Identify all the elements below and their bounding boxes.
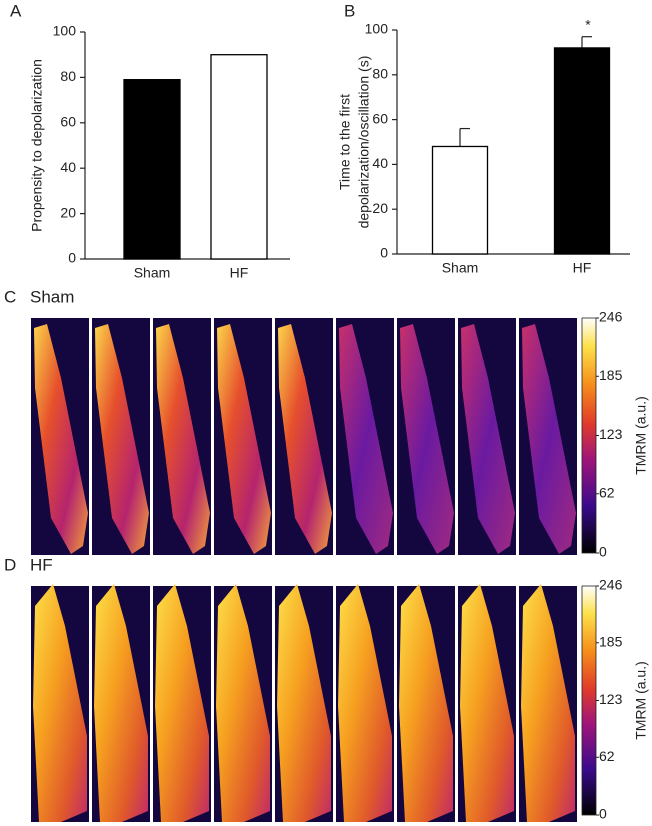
y-axis-label: depolarization/oscillation (s): [356, 56, 372, 229]
colorbar: [581, 317, 597, 554]
cell-image: [521, 584, 575, 822]
cell-image: [216, 584, 270, 822]
x-tick-label: HF: [230, 265, 249, 281]
cell-image: [94, 584, 148, 822]
y-tick-label: 100: [53, 23, 77, 39]
y-tick-label: 60: [60, 114, 76, 130]
colorbar-tick-label: 62: [599, 484, 615, 500]
panel-label: C: [4, 287, 16, 306]
y-tick-label: 0: [68, 250, 76, 266]
cell-image: [156, 324, 210, 554]
y-tick-label: 40: [372, 155, 388, 171]
cell-image: [217, 324, 271, 554]
cell-image: [339, 324, 393, 554]
image-frame: [214, 318, 272, 555]
cell-image: [33, 584, 87, 822]
panel-title: Sham: [30, 287, 74, 306]
y-tick-label: 100: [365, 21, 389, 37]
image-frame: [275, 584, 333, 822]
colorbar-tick-label: 246: [599, 577, 623, 593]
image-frame: [519, 318, 577, 555]
colorbar-tick-label: 0: [599, 544, 607, 560]
cell-image: [95, 324, 149, 554]
colorbar-tick-label: 123: [599, 691, 623, 707]
y-tick-label: 40: [60, 159, 76, 175]
colorbar-tick-label: 123: [599, 426, 623, 442]
bar: [123, 79, 181, 260]
panel-title: HF: [30, 555, 53, 574]
colorbar-tick-label: 185: [599, 367, 623, 383]
image-frame: [458, 318, 516, 555]
cell-image: [399, 584, 453, 822]
cell-image: [277, 584, 331, 822]
image-frame: [397, 584, 455, 822]
colorbar-tick-label: 246: [599, 309, 623, 325]
image-frame: [153, 584, 211, 822]
image-frame: [31, 584, 89, 822]
y-tick-label: 20: [372, 200, 388, 216]
colorbar-tick-label: 62: [599, 748, 615, 764]
cell-image: [278, 324, 332, 554]
cell-image: [155, 584, 209, 822]
bar: [210, 54, 268, 260]
panel-label: B: [344, 1, 355, 20]
panel-label: A: [10, 1, 22, 20]
y-tick-label: 80: [372, 66, 388, 82]
image-frame: [275, 318, 333, 555]
cell-image: [34, 324, 88, 554]
image-frame: [31, 318, 89, 555]
cell-image: [460, 584, 514, 822]
image-frame: [336, 584, 394, 822]
panel-label: D: [4, 555, 16, 574]
colorbar-tick-label: 185: [599, 633, 623, 649]
image-frame: [336, 318, 394, 555]
colorbar-tick-label: 0: [599, 806, 607, 822]
x-tick-label: HF: [573, 260, 592, 276]
y-tick-label: 60: [372, 110, 388, 126]
image-frame: [397, 318, 455, 555]
cell-image: [338, 584, 392, 822]
image-frame: [153, 318, 211, 555]
x-tick-label: Sham: [442, 260, 479, 276]
y-axis-label: Time to the first: [337, 94, 353, 190]
y-tick-label: 80: [60, 68, 76, 84]
cell-image: [461, 324, 515, 554]
bar: [553, 47, 611, 255]
y-tick-label: 20: [60, 204, 76, 220]
image-frame: [92, 318, 150, 555]
colorbar-label: TMRM (a.u.): [633, 396, 649, 475]
image-frame: [519, 584, 577, 822]
y-axis-label: Propensity to depolarization: [29, 59, 45, 232]
image-frame: [458, 584, 516, 822]
image-frame: [92, 584, 150, 822]
y-tick-label: 0: [380, 245, 388, 261]
x-tick-label: Sham: [134, 265, 171, 281]
image-frame: [214, 584, 272, 822]
cell-image: [522, 324, 576, 554]
annotation: *: [585, 16, 591, 32]
colorbar: [581, 585, 597, 816]
colorbar-label: TMRM (a.u.): [633, 661, 649, 740]
cell-image: [400, 324, 454, 554]
bar: [431, 145, 489, 255]
